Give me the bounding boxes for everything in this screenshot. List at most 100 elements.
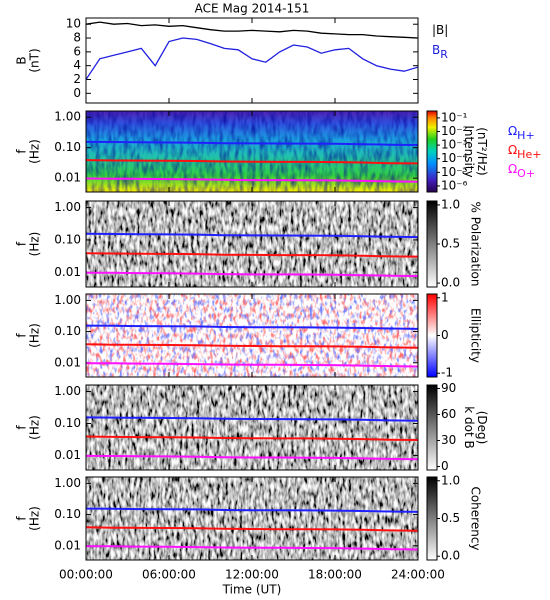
- colorbar-label: (nT²/Hz): [475, 127, 489, 175]
- panel: 1 0 -1 Ellipticity 1.00 0.10 0.01 f (Hz): [15, 290, 483, 379]
- colorbar: [426, 384, 438, 471]
- y-tick-label: 6: [73, 44, 81, 58]
- series-line: [86, 159, 418, 165]
- y-axis-label: f: [15, 333, 29, 338]
- y-tick-label: 1.00: [54, 110, 81, 124]
- legend-name: Ω: [508, 143, 517, 157]
- colorbar-label: Intensity: [462, 125, 476, 177]
- legend-subscript: R: [440, 48, 448, 61]
- colorbar-label: Ellipticity: [469, 308, 483, 363]
- legend-entry: ΩO+: [508, 162, 535, 181]
- y-tick-label: 1.00: [54, 200, 81, 214]
- legend-name: |B|: [432, 23, 448, 37]
- y-axis-label: (Hz): [28, 506, 42, 531]
- legend-subscript: He+: [517, 148, 541, 161]
- panel: 0.0 0.5 1.0 % Polarization 1.00 0.10 0.01 f (Hz): [15, 197, 483, 289]
- colorbar-tick-label: 0.5: [441, 511, 460, 525]
- colorbar-label: Coherency: [469, 486, 483, 550]
- y-tick-label: 10: [66, 17, 81, 31]
- y-axis-label: B: [15, 56, 29, 64]
- colorbar-label: (Deg): [475, 411, 489, 445]
- y-tick-label: 1.00: [54, 476, 81, 490]
- series-line: [86, 252, 418, 258]
- series-line: [86, 177, 418, 183]
- y-tick-label: 1.00: [54, 384, 81, 398]
- colorbar-tick-label: 10⁻¹: [441, 110, 468, 124]
- y-axis-label: (Hz): [28, 139, 42, 164]
- colorbar-tick-label: 10⁻³: [441, 138, 468, 152]
- series-line: [86, 507, 418, 513]
- y-tick-label: 0.01: [54, 538, 81, 552]
- colorbar-tick-label: 60: [441, 407, 456, 421]
- y-axis-label: f: [15, 149, 29, 154]
- series-line: [86, 435, 418, 441]
- y-axis-label: f: [15, 425, 29, 430]
- y-tick-label: 0.10: [54, 140, 81, 154]
- y-tick-label: 8: [73, 31, 81, 45]
- colorbar-tick-label: 1: [441, 290, 449, 304]
- legend-name: Ω: [508, 162, 517, 176]
- colorbar-tick-label: -1: [441, 366, 453, 380]
- colorbar-label: k dot B: [462, 406, 476, 448]
- y-tick-label: 0.01: [54, 171, 81, 185]
- x-tick-label: 12:00:00: [225, 568, 279, 582]
- series-line: [86, 140, 418, 146]
- y-axis-label: f: [15, 516, 29, 521]
- y-axis-label: f: [15, 241, 29, 246]
- x-axis-label: Time (UT): [222, 583, 282, 597]
- colorbar-tick-label: 1.0: [441, 197, 460, 211]
- series-line: [86, 416, 418, 422]
- colorbar-tick-label: 90: [441, 381, 456, 395]
- colorbar-tick-label: 0.0: [441, 549, 460, 563]
- colorbar-tick-label: 0.5: [441, 237, 460, 251]
- colorbar: [426, 200, 438, 288]
- y-tick-label: 0.01: [54, 448, 81, 462]
- legend-subscript: H+: [517, 129, 535, 142]
- colorbar: [426, 476, 438, 561]
- series-line: [86, 526, 418, 532]
- y-tick-label: 0.10: [54, 416, 81, 430]
- y-axis-label: (Hz): [28, 415, 42, 440]
- series-line: [86, 21, 418, 39]
- series-line: [86, 362, 418, 368]
- series-line: [86, 343, 418, 349]
- legend-subscript: O+: [517, 167, 535, 180]
- legend-name: Ω: [508, 124, 517, 138]
- colorbar-label: % Polarization: [469, 202, 483, 287]
- series-line: [86, 324, 418, 330]
- y-tick-label: 1.00: [54, 293, 81, 307]
- series-line: [86, 232, 418, 239]
- colorbar-tick-label: 10⁻²: [441, 124, 468, 138]
- y-axis-label: (Hz): [28, 232, 42, 257]
- series-line: [86, 271, 418, 278]
- x-tick-label: 18:00:00: [308, 568, 362, 582]
- y-axis-label: (nT): [28, 48, 42, 72]
- x-tick-label: 24:00:00: [391, 568, 445, 582]
- y-tick-label: 0.10: [54, 507, 81, 521]
- x-tick-label: 00:00:00: [59, 568, 113, 582]
- y-tick-label: 0.10: [54, 232, 81, 246]
- y-tick-label: 2: [73, 72, 81, 86]
- colorbar-tick-label: 10⁻⁵: [441, 165, 468, 179]
- colorbar-tick-label: 0.0: [441, 276, 460, 290]
- legend-entry: ΩHe+: [508, 143, 541, 162]
- colorbar-tick-label: 0: [441, 328, 449, 342]
- colorbar-tick-label: 10⁻⁶: [441, 178, 468, 192]
- y-tick-label: 0.10: [54, 324, 81, 338]
- y-tick-label: 4: [73, 58, 81, 72]
- chart-title: ACE Mag 2014-151: [195, 2, 310, 16]
- y-tick-label: 0: [73, 86, 81, 100]
- series-line: [86, 454, 418, 461]
- x-tick-label: 06:00:00: [142, 568, 196, 582]
- colorbar-tick-label: 1.0: [441, 473, 460, 487]
- colorbar-tick-label: 30: [441, 433, 456, 447]
- panel: 90 60 30 0 k dot B (Deg) 1.00 0.10 0.01 f (Hz): [15, 381, 490, 473]
- y-axis-label: (Hz): [28, 323, 42, 348]
- series-line: [86, 37, 418, 80]
- colorbar-tick-label: 10⁻⁴: [441, 151, 468, 165]
- legend-name: B: [432, 43, 440, 57]
- y-tick-label: 0.01: [54, 355, 81, 369]
